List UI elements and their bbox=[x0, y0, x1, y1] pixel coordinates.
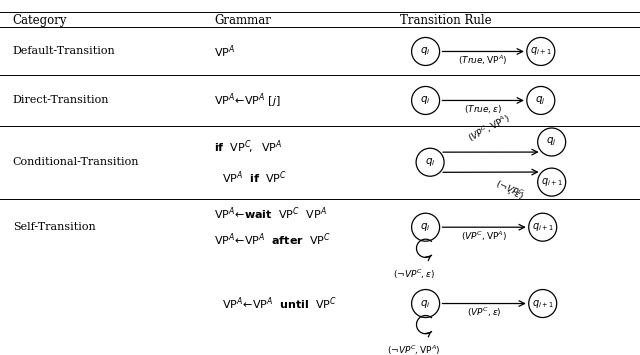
Text: $q_{i+1}$: $q_{i+1}$ bbox=[530, 45, 552, 58]
Text: Default-Transition: Default-Transition bbox=[13, 47, 116, 56]
Text: $\mathrm{VP}^A\!\leftarrow\!\mathbf{wait}\ \ \mathrm{VP}^C\ \ \mathrm{VP}^A$: $\mathrm{VP}^A\!\leftarrow\!\mathbf{wait… bbox=[214, 206, 327, 222]
Text: $q_{i+1}$: $q_{i+1}$ bbox=[532, 221, 554, 233]
Text: $\mathrm{VP}^A\ \ \mathbf{if}\ \ \mathrm{VP}^C$: $\mathrm{VP}^A\ \ \mathbf{if}\ \ \mathrm… bbox=[223, 169, 287, 186]
Text: $(\mathit{VP}^C, \mathrm{VP}^A)$: $(\mathit{VP}^C, \mathrm{VP}^A)$ bbox=[461, 229, 507, 243]
Text: $(\mathit{True}, \mathrm{VP}^A)$: $(\mathit{True}, \mathrm{VP}^A)$ bbox=[458, 54, 508, 67]
Text: $q_i$: $q_i$ bbox=[420, 221, 431, 233]
Text: $\mathrm{VP}^A\!\leftarrow\!\mathrm{VP}^A\ \ \mathbf{after}\ \ \mathrm{VP}^C$: $\mathrm{VP}^A\!\leftarrow\!\mathrm{VP}^… bbox=[214, 231, 332, 248]
Text: $q_{i+1}$: $q_{i+1}$ bbox=[532, 297, 554, 310]
Text: Category: Category bbox=[13, 15, 67, 27]
Text: $\mathrm{VP}^A\!\leftarrow\!\mathrm{VP}^A\ \ \mathbf{until}\ \ \mathrm{VP}^C$: $\mathrm{VP}^A\!\leftarrow\!\mathrm{VP}^… bbox=[223, 295, 337, 312]
Text: $(\mathit{VP}^C, \epsilon)$: $(\mathit{VP}^C, \epsilon)$ bbox=[467, 306, 502, 319]
Text: $q_i$: $q_i$ bbox=[420, 297, 431, 310]
Text: $(\neg \mathit{VP}^C, \mathrm{VP}^A)$: $(\neg \mathit{VP}^C, \mathrm{VP}^A)$ bbox=[387, 344, 440, 355]
Text: $\mathrm{VP}^A\!\leftarrow\!\mathrm{VP}^A\ [j]$: $\mathrm{VP}^A\!\leftarrow\!\mathrm{VP}^… bbox=[214, 91, 281, 110]
Text: $(\neg \mathit{VP}^C$: $(\neg \mathit{VP}^C$ bbox=[493, 177, 525, 202]
Text: Conditional-Transition: Conditional-Transition bbox=[13, 157, 140, 167]
Text: $\mathrm{VP}^A$: $\mathrm{VP}^A$ bbox=[214, 43, 236, 60]
Text: $q_i$: $q_i$ bbox=[420, 45, 431, 58]
Text: $q_{i+1}$: $q_{i+1}$ bbox=[541, 176, 563, 188]
Text: Self-Transition: Self-Transition bbox=[13, 222, 95, 232]
Text: $(\mathit{VP}^C, \mathrm{VP}^A)$: $(\mathit{VP}^C, \mathrm{VP}^A)$ bbox=[465, 112, 513, 145]
Text: $\mathbf{if}\ \ \mathrm{VP}^C\!,\ \ \mathrm{VP}^A$: $\mathbf{if}\ \ \mathrm{VP}^C\!,\ \ \mat… bbox=[214, 138, 283, 156]
Text: Grammar: Grammar bbox=[214, 15, 271, 27]
Text: $(\mathit{True}, \epsilon)$: $(\mathit{True}, \epsilon)$ bbox=[464, 103, 502, 115]
Text: $(\neg \mathit{VP}^C, \epsilon)$: $(\neg \mathit{VP}^C, \epsilon)$ bbox=[392, 267, 435, 281]
Text: $q_i$: $q_i$ bbox=[425, 156, 435, 168]
Text: $q_j$: $q_j$ bbox=[536, 94, 546, 106]
Text: Transition Rule: Transition Rule bbox=[400, 15, 492, 27]
Text: $,\ \epsilon)$: $,\ \epsilon)$ bbox=[505, 184, 525, 202]
Text: $q_j$: $q_j$ bbox=[547, 136, 557, 148]
Text: $q_i$: $q_i$ bbox=[420, 94, 431, 106]
Text: Direct-Transition: Direct-Transition bbox=[13, 95, 109, 105]
